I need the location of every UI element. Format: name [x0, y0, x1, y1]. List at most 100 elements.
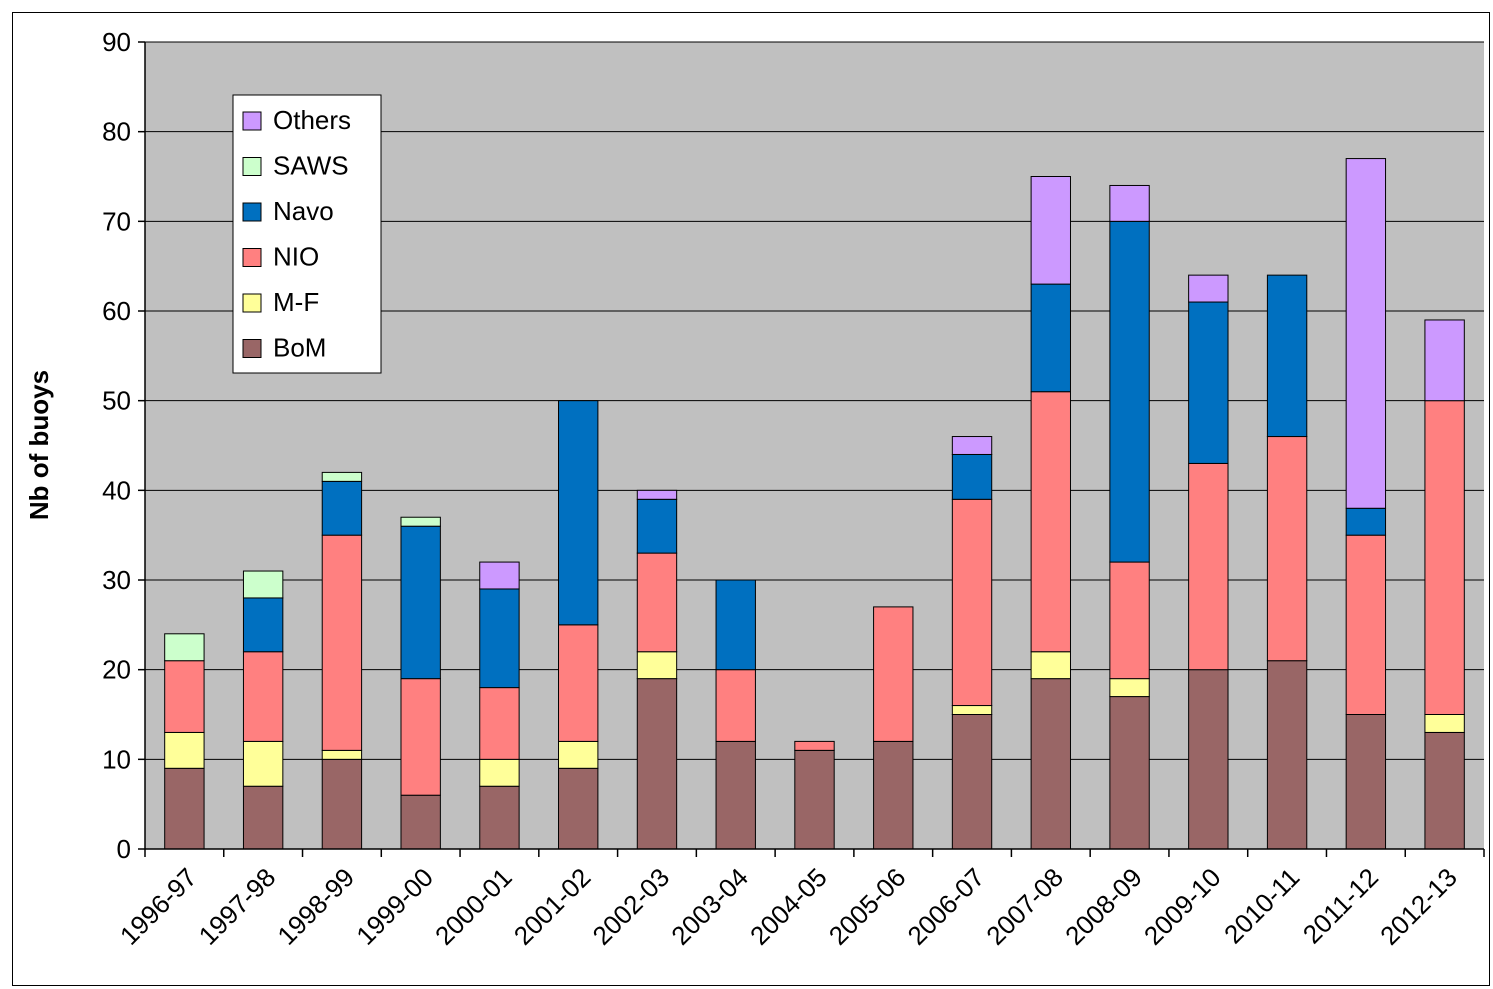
bar-segment-bom: [242, 785, 284, 850]
y-tick-label: 60: [102, 296, 131, 326]
bar-segment-others: [636, 489, 678, 500]
bar-segment-navo: [242, 597, 284, 653]
bar-segment-nio: [242, 651, 284, 742]
y-tick-label: 50: [102, 386, 131, 416]
bar-segment-nio: [794, 740, 835, 751]
bar-segment-nio: [321, 534, 363, 751]
x-tick-label: 2008-09: [1059, 862, 1148, 951]
bar-segment-m-f: [242, 740, 284, 787]
x-tick-label: 2009-10: [1138, 862, 1227, 951]
bar-segment-bom: [1345, 714, 1387, 850]
bar-segment-bom: [873, 740, 914, 850]
bar-segment-navo: [321, 480, 363, 536]
bar-segment-bom: [164, 767, 205, 850]
y-tick-label: 70: [102, 206, 131, 236]
x-tick-label: 2011-12: [1297, 862, 1384, 949]
bar-segment-nio: [951, 498, 993, 707]
bar-segment-others: [951, 436, 993, 455]
x-tick-label: 2004-05: [744, 862, 833, 951]
x-tick-label: 2005-06: [823, 862, 912, 951]
x-tick-label: 2001-02: [508, 862, 597, 951]
x-tick-labels: 1996-971997-981998-991999-002000-012001-…: [114, 849, 1485, 951]
legend-swatch-m-f: [242, 293, 262, 313]
bar-segment-bom: [636, 678, 678, 850]
legend-swatch-bom: [242, 339, 262, 358]
bar-segment-m-f: [479, 758, 520, 787]
bar-segment-navo: [1266, 274, 1308, 438]
bar-segment-bom: [951, 714, 993, 850]
y-tick-label: 0: [117, 834, 131, 864]
bar-segment-navo: [558, 400, 599, 626]
bar-segment-navo: [951, 453, 993, 500]
legend-label-others: Others: [273, 105, 351, 135]
bar-segment-others: [1345, 158, 1387, 509]
bar-segment-bom: [1188, 669, 1229, 850]
y-tick-label: 20: [102, 655, 131, 685]
bar-segment-bom: [400, 794, 441, 850]
bar-segment-others: [1424, 319, 1465, 402]
bar-segment-nio: [479, 687, 520, 760]
bar-segment-saws: [400, 516, 441, 527]
legend-swatch-nio: [242, 248, 262, 267]
legend-label-nio: NIO: [273, 242, 319, 272]
bar-segment-bom: [1030, 678, 1071, 850]
bar-segment-m-f: [1109, 678, 1150, 698]
bar-segment-saws: [321, 471, 363, 482]
y-tick-label: 30: [102, 565, 131, 595]
bar-segment-navo: [1030, 283, 1071, 393]
y-tick-label: 80: [102, 117, 131, 147]
legend-swatch-others: [242, 111, 262, 131]
bar-segment-bom: [479, 785, 520, 850]
bar-segment-bom: [715, 740, 756, 850]
x-tick-label: 2012-13: [1374, 862, 1463, 951]
bar-segment-nio: [1345, 534, 1387, 716]
bar-segment-m-f: [164, 731, 205, 769]
x-tick-label: 1996-97: [114, 862, 203, 951]
bar-segment-nio: [873, 606, 914, 742]
bar-segment-others: [1188, 274, 1229, 303]
bar-segment-saws: [242, 570, 284, 599]
bar-segment-m-f: [1424, 714, 1465, 733]
legend-swatch-saws: [242, 157, 262, 176]
x-tick-label: 1997-98: [193, 862, 282, 951]
bar-segment-nio: [715, 669, 756, 742]
bar-segment-bom: [1109, 696, 1150, 850]
legend-label-navo: Navo: [273, 196, 334, 226]
bar-segment-nio: [164, 660, 205, 733]
bar-segment-navo: [1188, 301, 1229, 464]
x-tick-label: 1999-00: [350, 862, 439, 951]
x-tick-label: 2002-03: [587, 862, 676, 951]
bar-segment-bom: [321, 758, 363, 850]
y-tick-label: 90: [102, 27, 131, 57]
bar-segment-nio: [558, 624, 599, 742]
y-tick-label: 40: [102, 475, 131, 505]
y-tick-labels: 0 10 20 30 40 50 60 70 80 90: [102, 27, 145, 864]
bar-segment-saws: [164, 633, 205, 662]
legend: Others SAWS Navo NIO M-F BoM: [232, 94, 382, 374]
bar-segment-bom: [794, 749, 835, 850]
legend-box: [232, 94, 382, 374]
legend-label-saws: SAWS: [273, 151, 349, 181]
bar-segment-navo: [715, 579, 756, 671]
x-tick-label: 2006-07: [902, 862, 991, 951]
bar-segment-others: [479, 561, 520, 590]
bar-segment-others: [1030, 176, 1071, 285]
legend-swatch-navo: [242, 202, 262, 222]
bar-segment-navo: [636, 498, 678, 554]
bar-segment-m-f: [1030, 651, 1071, 680]
legend-label-bom: BoM: [273, 333, 326, 363]
y-axis-label: Nb of buoys: [24, 370, 54, 520]
x-tick-label: 2007-08: [980, 862, 1069, 951]
bar-segment-nio: [1188, 462, 1229, 671]
bar-segment-nio: [636, 552, 678, 653]
x-tick-label: 1998-99: [271, 862, 360, 951]
x-tick-label: 2010-11: [1218, 862, 1305, 949]
bar-segment-navo: [479, 588, 520, 689]
x-tick-label: 2000-01: [429, 862, 518, 951]
bar-segment-m-f: [321, 749, 363, 760]
bar-segment-navo: [1109, 220, 1150, 563]
bar-segment-nio: [1424, 400, 1465, 715]
bar-segment-bom: [1424, 731, 1465, 850]
bar-segment-others: [1109, 184, 1150, 222]
